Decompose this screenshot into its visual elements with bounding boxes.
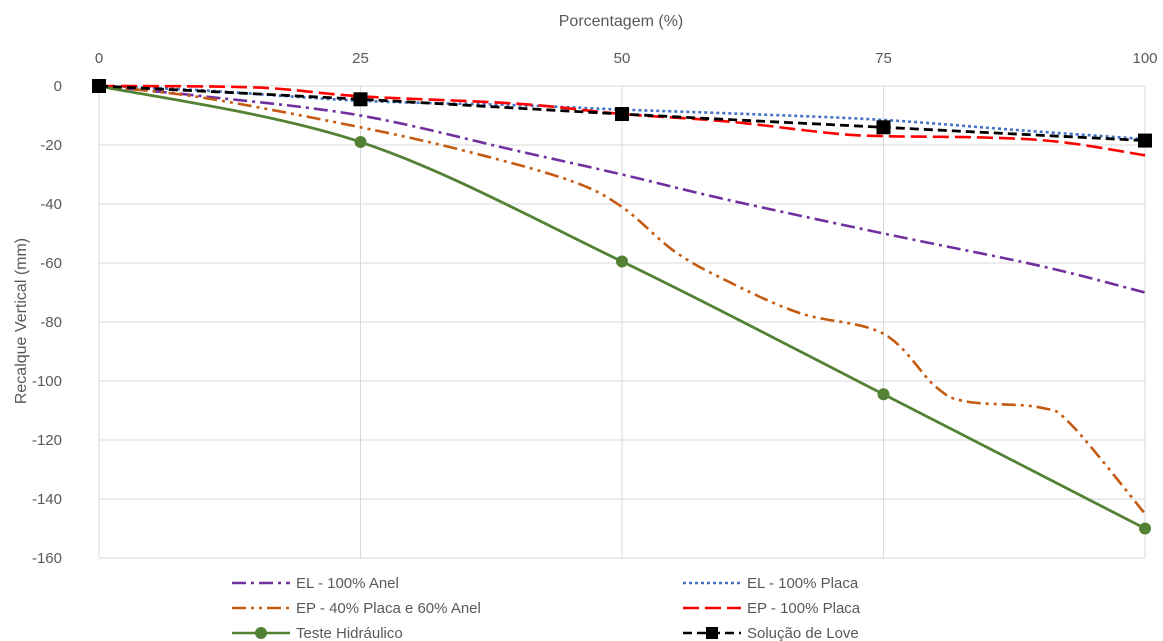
legend-item: Solução de Love [683, 625, 859, 641]
legend-item: EL - 100% Placa [683, 575, 859, 592]
x-tick-label: 25 [352, 50, 369, 67]
series-markers [92, 79, 1152, 535]
legend-item: Teste Hidráulico [232, 625, 403, 641]
x-tick-label: 75 [875, 50, 892, 67]
y-tick-label: -140 [32, 491, 62, 508]
y-tick-label: -20 [40, 137, 62, 154]
series-2-line [98, 84, 1147, 515]
y-axis-ticks: 0 -20 -40 -60 -80 -100 -120 -140 -160 [32, 78, 62, 567]
series-3-line [98, 84, 1146, 157]
legend: EL - 100% Anel EL - 100% Placa EP - 40% Pl… [232, 575, 861, 641]
legend-label: EL - 100% Anel [296, 575, 399, 592]
y-tick-label: -80 [40, 314, 62, 331]
y-tick-label: 0 [54, 78, 62, 95]
series-5-point [353, 92, 368, 107]
x-tick-label: 0 [95, 50, 103, 67]
legend-item: EP - 40% Placa e 60% Anel [232, 600, 481, 617]
series-5-point [1138, 133, 1152, 148]
legend-label: EL - 100% Placa [747, 575, 859, 592]
x-tick-label: 50 [614, 50, 631, 67]
y-tick-label: -160 [32, 550, 62, 567]
y-tick-label: -100 [32, 373, 62, 390]
series-4-point [354, 136, 367, 149]
legend-label: Solução de Love [747, 625, 859, 641]
series-4-point [1139, 522, 1151, 535]
gridlines [98, 85, 1146, 559]
x-axis-ticks: 0 25 50 75 100 [95, 50, 1158, 67]
legend-item: EP - 100% Placa [683, 600, 861, 617]
series-5-point [615, 107, 629, 122]
x-tick-label: 100 [1132, 50, 1157, 67]
x-axis-title: Porcentagem (%) [559, 13, 684, 30]
y-tick-label: -60 [40, 255, 62, 272]
legend-label: Teste Hidráulico [296, 625, 403, 641]
legend-label: EP - 40% Placa e 60% Anel [296, 600, 481, 617]
legend-label: EP - 100% Placa [747, 600, 861, 617]
series-4-point [877, 388, 890, 401]
legend-marker [255, 627, 267, 639]
y-tick-label: -40 [40, 196, 62, 213]
y-axis-title: Recalque Vertical (mm) [13, 238, 30, 404]
series-5-point [876, 120, 891, 135]
legend-marker [706, 627, 718, 639]
series-4-point [616, 255, 628, 268]
legend-item: EL - 100% Anel [232, 575, 399, 592]
y-tick-label: -120 [32, 432, 62, 449]
series-5-point [92, 79, 106, 93]
